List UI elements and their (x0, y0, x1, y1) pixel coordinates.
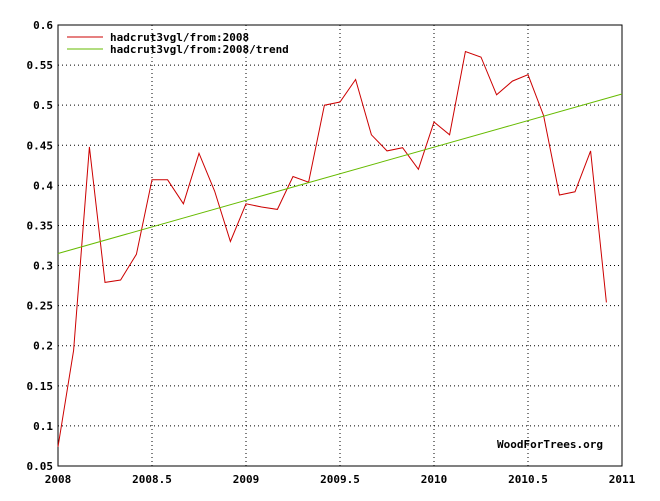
x-tick-label: 2011 (609, 473, 636, 486)
x-axis: 2008 2008.5 2009 2009.5 2010 2010.5 2011 (45, 473, 636, 486)
y-tick-label: 0.6 (33, 19, 53, 32)
y-axis: 0.05 0.1 0.15 0.2 0.25 0.3 0.35 0.4 0.45 0.5 0.55 0… (27, 19, 54, 473)
x-tick-label: 2008 (45, 473, 72, 486)
y-tick-label: 0.3 (33, 260, 53, 273)
y-tick-label: 0.2 (33, 340, 53, 353)
y-tick-label: 0.35 (27, 219, 54, 232)
grid (58, 25, 622, 466)
x-tick-label: 2009 (233, 473, 260, 486)
y-tick-label: 0.25 (27, 300, 54, 313)
y-tick-label: 0.45 (27, 139, 54, 152)
y-tick-label: 0.05 (27, 460, 54, 473)
x-tick-label: 2009.5 (320, 473, 360, 486)
x-tick-label: 2010.5 (508, 473, 548, 486)
x-tick-label: 2008.5 (132, 473, 172, 486)
x-tick-label: 2010 (421, 473, 448, 486)
series-line-hadcrut3vgl (57, 50, 607, 447)
y-tick-label: 0.4 (33, 179, 53, 192)
legend-label: hadcrut3vgl/from:2008 (110, 31, 249, 44)
y-tick-label: 0.15 (27, 380, 54, 393)
series-group (57, 50, 623, 447)
legend: hadcrut3vgl/from:2008hadcrut3vgl/from:20… (67, 31, 289, 56)
series-line-trend (57, 93, 623, 254)
y-tick-label: 0.1 (33, 420, 53, 433)
y-tick-label: 0.5 (33, 99, 53, 112)
credit-label: WoodForTrees.org (497, 438, 603, 451)
legend-label: hadcrut3vgl/from:2008/trend (110, 43, 289, 56)
plot-frame (57, 24, 623, 467)
y-tick-label: 0.55 (27, 59, 54, 72)
